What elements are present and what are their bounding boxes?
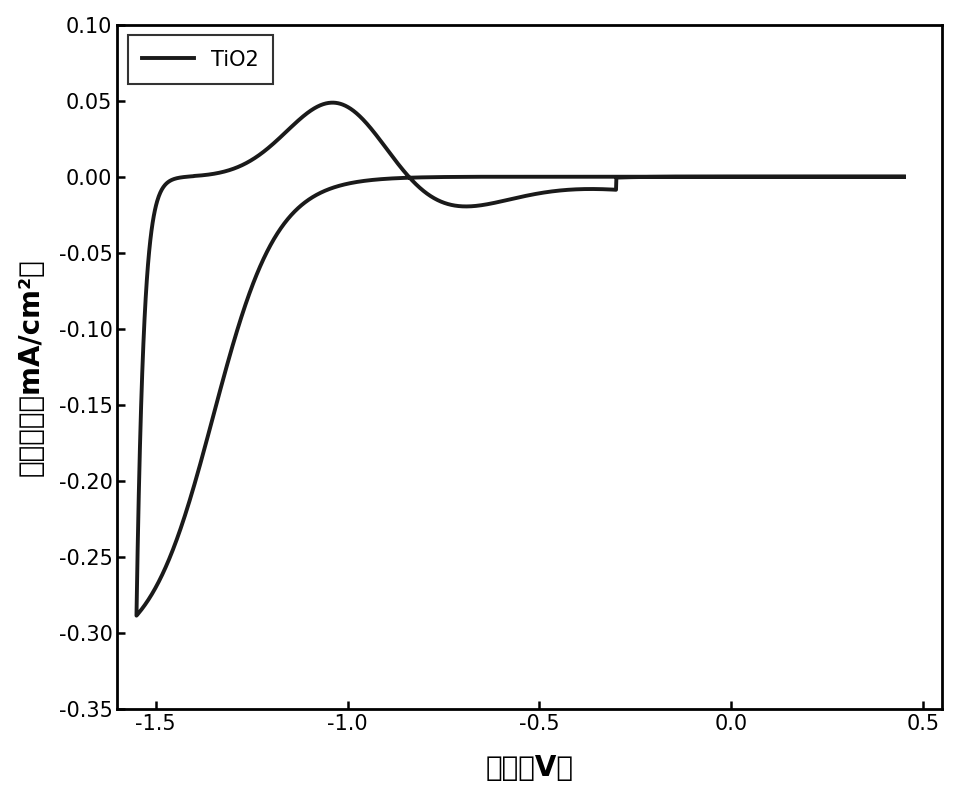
TiO2 — [775, 172, 786, 181]
X-axis label: 电位（V）: 电位（V） — [486, 754, 573, 782]
Legend: TiO2: TiO2 — [128, 35, 273, 84]
TiO2 — [253, 264, 265, 274]
TiO2 — [852, 172, 863, 181]
TiO2 — [130, 610, 142, 620]
Y-axis label: 电流密度（mA/cm²）: 电流密度（mA/cm²） — [16, 258, 45, 475]
Line: TiO2: TiO2 — [136, 102, 904, 615]
TiO2 — [899, 172, 910, 181]
TiO2 — [899, 172, 910, 181]
TiO2 — [169, 541, 180, 551]
TiO2 — [327, 97, 339, 107]
TiO2 — [479, 200, 490, 209]
TiO2 — [241, 296, 252, 306]
